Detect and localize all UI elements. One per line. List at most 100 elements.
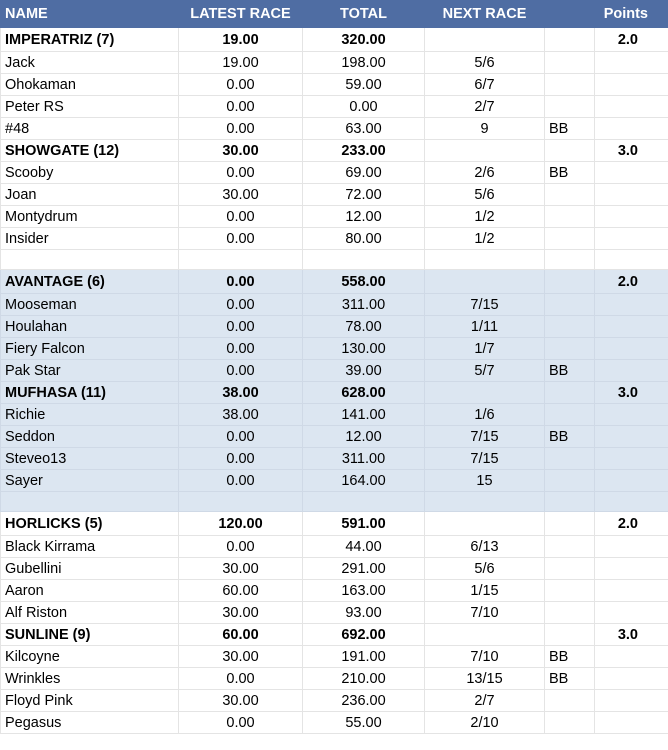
team-next-race	[424, 27, 545, 52]
member-total: 44.00	[302, 535, 425, 558]
total-header: TOTAL	[302, 0, 425, 28]
member-name: #48	[0, 117, 179, 140]
member-row: Insider 0.00 80.00 1/2	[0, 227, 668, 250]
member-row: Alf Riston 30.00 93.00 7/10	[0, 601, 668, 624]
member-row: Pegasus 0.00 55.00 2/10	[0, 711, 668, 734]
spacer-cell	[424, 491, 545, 512]
member-latest-race: 30.00	[178, 183, 303, 206]
member-total: 311.00	[302, 293, 425, 316]
member-name: Alf Riston	[0, 601, 179, 624]
member-latest-race: 0.00	[178, 425, 303, 448]
member-total: 93.00	[302, 601, 425, 624]
team-points: 3.0	[594, 139, 668, 162]
team-next-race	[424, 511, 545, 536]
member-latest-race: 0.00	[178, 447, 303, 470]
member-tag	[544, 601, 595, 624]
member-tag	[544, 579, 595, 602]
member-total: 72.00	[302, 183, 425, 206]
member-next-race: 1/2	[424, 227, 545, 250]
member-latest-race: 0.00	[178, 359, 303, 382]
member-name: Scooby	[0, 161, 179, 184]
member-points	[594, 557, 668, 580]
member-points	[594, 359, 668, 382]
member-latest-race: 0.00	[178, 227, 303, 250]
member-latest-race: 19.00	[178, 51, 303, 74]
member-tag	[544, 711, 595, 734]
team-points: 3.0	[594, 381, 668, 404]
member-row: #48 0.00 63.00 9 BB	[0, 117, 668, 140]
member-total: 311.00	[302, 447, 425, 470]
member-total: 291.00	[302, 557, 425, 580]
member-next-race: 6/13	[424, 535, 545, 558]
member-name: Kilcoyne	[0, 645, 179, 668]
member-points	[594, 73, 668, 96]
member-row: Black Kirrama 0.00 44.00 6/13	[0, 535, 668, 558]
member-row: Fiery Falcon 0.00 130.00 1/7	[0, 337, 668, 360]
member-total: 59.00	[302, 73, 425, 96]
member-name: Ohokaman	[0, 73, 179, 96]
spacer-row	[0, 249, 668, 270]
team-tag	[544, 139, 595, 162]
member-points	[594, 95, 668, 118]
spacer-cell	[424, 249, 545, 270]
member-total: 69.00	[302, 161, 425, 184]
member-row: Montydrum 0.00 12.00 1/2	[0, 205, 668, 228]
team-points: 2.0	[594, 27, 668, 52]
team-latest-race: 0.00	[178, 269, 303, 294]
member-total: 236.00	[302, 689, 425, 712]
team-name: IMPERATRIZ (7)	[0, 27, 179, 52]
member-tag	[544, 293, 595, 316]
next-race-header: NEXT RACE	[424, 0, 545, 28]
member-name: Jack	[0, 51, 179, 74]
member-next-race: 2/7	[424, 95, 545, 118]
member-tag	[544, 337, 595, 360]
team-next-race	[424, 623, 545, 646]
points-header: Points	[594, 0, 668, 28]
member-name: Richie	[0, 403, 179, 426]
member-total: 198.00	[302, 51, 425, 74]
team-name: SUNLINE (9)	[0, 623, 179, 646]
member-latest-race: 0.00	[178, 711, 303, 734]
member-total: 141.00	[302, 403, 425, 426]
member-points	[594, 117, 668, 140]
member-latest-race: 30.00	[178, 645, 303, 668]
spacer-cell	[178, 491, 303, 512]
member-next-race: 1/15	[424, 579, 545, 602]
member-row: Scooby 0.00 69.00 2/6 BB	[0, 161, 668, 184]
member-next-race: 1/7	[424, 337, 545, 360]
member-name: Joan	[0, 183, 179, 206]
team-name: HORLICKS (5)	[0, 511, 179, 536]
member-row: Richie 38.00 141.00 1/6	[0, 403, 668, 426]
spacer-cell	[544, 249, 595, 270]
team-points: 3.0	[594, 623, 668, 646]
member-total: 130.00	[302, 337, 425, 360]
team-row: IMPERATRIZ (7) 19.00 320.00 2.0	[0, 27, 668, 52]
tag-header	[544, 0, 595, 28]
member-name: Peter RS	[0, 95, 179, 118]
member-name: Wrinkles	[0, 667, 179, 690]
team-latest-race: 38.00	[178, 381, 303, 404]
member-next-race: 15	[424, 469, 545, 492]
team-row: SUNLINE (9) 60.00 692.00 3.0	[0, 623, 668, 646]
member-row: Jack 19.00 198.00 5/6	[0, 51, 668, 74]
member-points	[594, 183, 668, 206]
member-points	[594, 51, 668, 74]
member-name: Pegasus	[0, 711, 179, 734]
member-next-race: 5/6	[424, 557, 545, 580]
member-row: Ohokaman 0.00 59.00 6/7	[0, 73, 668, 96]
team-row: MUFHASA (11) 38.00 628.00 3.0	[0, 381, 668, 404]
team-latest-race: 60.00	[178, 623, 303, 646]
member-row: Aaron 60.00 163.00 1/15	[0, 579, 668, 602]
member-tag: BB	[544, 117, 595, 140]
member-total: 164.00	[302, 469, 425, 492]
latest-race-header: LATEST RACE	[178, 0, 303, 28]
member-row: Peter RS 0.00 0.00 2/7	[0, 95, 668, 118]
team-total: 591.00	[302, 511, 425, 536]
member-points	[594, 711, 668, 734]
member-tag	[544, 447, 595, 470]
team-next-race	[424, 381, 545, 404]
member-latest-race: 60.00	[178, 579, 303, 602]
member-tag	[544, 689, 595, 712]
team-total: 320.00	[302, 27, 425, 52]
member-total: 39.00	[302, 359, 425, 382]
